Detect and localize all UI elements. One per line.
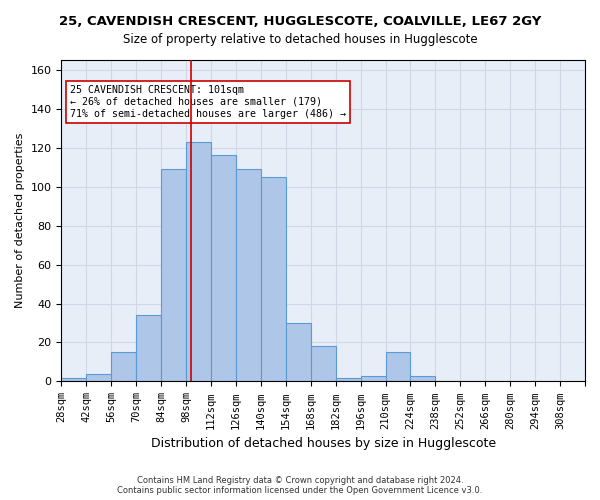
Bar xyxy=(211,156,236,382)
Bar xyxy=(161,169,186,382)
Bar xyxy=(111,352,136,382)
Bar xyxy=(136,315,161,382)
Text: Size of property relative to detached houses in Hugglescote: Size of property relative to detached ho… xyxy=(122,32,478,46)
Text: 25, CAVENDISH CRESCENT, HUGGLESCOTE, COALVILLE, LE67 2GY: 25, CAVENDISH CRESCENT, HUGGLESCOTE, COA… xyxy=(59,15,541,28)
Bar xyxy=(236,169,261,382)
Bar xyxy=(386,352,410,382)
Bar xyxy=(261,177,286,382)
Bar xyxy=(335,378,361,382)
Bar xyxy=(86,374,111,382)
Bar xyxy=(186,142,211,382)
Bar xyxy=(410,376,436,382)
Bar xyxy=(61,378,86,382)
Bar xyxy=(311,346,335,382)
Text: Contains HM Land Registry data © Crown copyright and database right 2024.
Contai: Contains HM Land Registry data © Crown c… xyxy=(118,476,482,495)
X-axis label: Distribution of detached houses by size in Hugglescote: Distribution of detached houses by size … xyxy=(151,437,496,450)
Bar xyxy=(361,376,386,382)
Bar xyxy=(286,323,311,382)
Text: 25 CAVENDISH CRESCENT: 101sqm
← 26% of detached houses are smaller (179)
71% of : 25 CAVENDISH CRESCENT: 101sqm ← 26% of d… xyxy=(70,86,346,118)
Y-axis label: Number of detached properties: Number of detached properties xyxy=(15,133,25,308)
